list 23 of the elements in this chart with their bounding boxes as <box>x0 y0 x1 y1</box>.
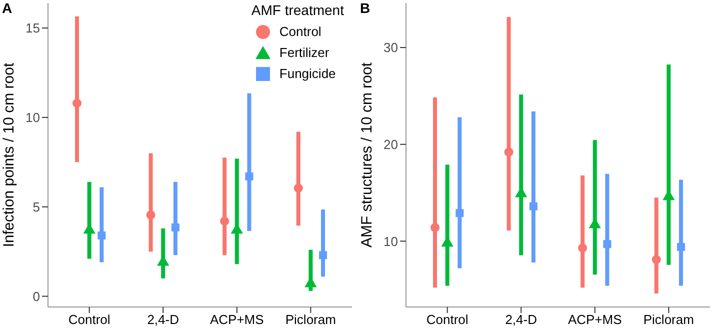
legend-title: AMF treatment <box>251 2 344 18</box>
text: A <box>2 0 12 16</box>
y-tick-label: 15 <box>26 20 40 36</box>
y-axis-title: AMF structures / 10 cm root <box>358 62 376 248</box>
y-tick-label: 0 <box>32 288 40 304</box>
x-tick-label: ACP+MS <box>568 312 622 328</box>
y-tick-label: 5 <box>32 199 40 214</box>
x-tick-label: ACP+MS <box>210 312 264 328</box>
x-tick-label: 2,4-D <box>147 312 180 328</box>
x-tick-label: Picloram <box>643 312 694 328</box>
y-axis-title: Infection points / 10 cm root <box>0 62 18 248</box>
legend-label: Fertilizer <box>279 45 330 60</box>
y-tick-label: 10 <box>26 110 40 126</box>
x-tick-label: Control <box>68 312 110 328</box>
x-tick-label: Picloram <box>285 312 336 328</box>
legend-label: Fungicide <box>279 66 336 81</box>
y-tick-label: 10 <box>384 234 398 249</box>
legend-label: Control <box>279 24 322 39</box>
x-tick-label: Control <box>426 312 468 328</box>
x-tick-label: 2,4-D <box>505 312 538 328</box>
text: B <box>360 0 370 16</box>
y-tick-label: 20 <box>384 136 398 152</box>
y-tick-label: 30 <box>384 40 398 56</box>
